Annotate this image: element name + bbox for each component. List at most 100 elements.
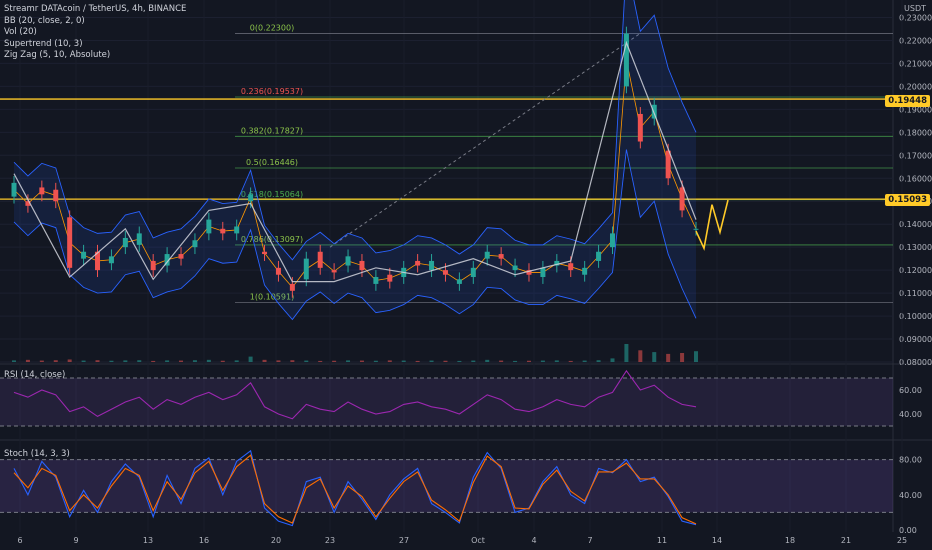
volume-bar — [179, 360, 184, 362]
x-tick-label: 27 — [399, 536, 409, 545]
x-tick-label: Oct — [471, 536, 485, 545]
candle-body — [540, 267, 546, 278]
y-tick-label: 0.23000 — [899, 13, 932, 22]
fib-level-label: 0.5(0.16446) — [246, 158, 298, 167]
indicator-bb[interactable]: BB (20, close, 2, 0) — [4, 15, 85, 26]
volume-bar — [373, 360, 378, 362]
x-tick-label: 23 — [325, 536, 335, 545]
candle-body — [456, 279, 462, 284]
candle-body — [275, 267, 281, 275]
candle-body — [234, 226, 240, 234]
rsi-pane-label[interactable]: RSI (14, close) — [4, 370, 66, 380]
volume-bar — [39, 360, 44, 362]
fib-level-label: 0.236(0.19537) — [241, 87, 303, 96]
bollinger-lower — [13, 149, 697, 321]
volume-bar — [109, 360, 114, 362]
volume-bar — [638, 350, 643, 362]
volume-bar — [220, 360, 225, 362]
candle-body — [150, 260, 156, 271]
x-tick-label: 13 — [143, 536, 153, 545]
candle-body — [582, 267, 588, 275]
volume-bar — [234, 360, 239, 362]
volume-bar — [95, 360, 100, 362]
volume-bar — [568, 360, 573, 362]
candle-body — [11, 182, 17, 197]
rsi-tick-label: 40.00 — [899, 410, 922, 419]
price-tag-middle: 0.15093 — [885, 194, 930, 206]
y-tick-label: 0.11000 — [899, 289, 932, 298]
volume-bar — [123, 360, 128, 362]
y-tick-label: 0.16000 — [899, 174, 932, 183]
candle-body — [359, 260, 365, 271]
x-tick-label: 14 — [712, 536, 722, 545]
volume-bar — [596, 360, 601, 362]
candle-body — [429, 260, 435, 271]
fib-level-label: 0.786(0.13097) — [241, 235, 303, 244]
candle-body — [206, 219, 212, 234]
candle-body — [484, 251, 490, 259]
volume-bar — [346, 360, 351, 362]
x-tick-label: 6 — [17, 536, 22, 545]
indicator-supertrend[interactable]: Supertrend (10, 3) — [4, 38, 83, 49]
candle-body — [317, 251, 323, 268]
candle-body — [248, 194, 254, 202]
volume-bar — [443, 360, 448, 362]
volume-bar — [262, 359, 267, 362]
volume-bar — [401, 360, 406, 362]
stoch-pane-label[interactable]: Stoch (14, 3, 3) — [4, 449, 70, 459]
bollinger-upper — [13, 0, 697, 261]
stoch-d-line — [13, 454, 697, 525]
candle-body — [498, 254, 504, 259]
y-tick-label: 0.22000 — [899, 36, 932, 45]
candle-body — [262, 251, 268, 255]
candle-body — [442, 270, 448, 275]
candle-body — [665, 150, 671, 179]
volume-bar — [12, 360, 16, 362]
y-tick-label: 0.19000 — [899, 105, 932, 114]
volume-bar — [53, 360, 58, 362]
y-tick-label: 0.14000 — [899, 220, 932, 229]
candle-body — [387, 274, 393, 282]
volume-bar — [25, 359, 30, 362]
indicator-zigzag[interactable]: Zig Zag (5, 10, Absolute) — [4, 50, 111, 60]
candle-body — [25, 201, 31, 206]
rsi-band-fill — [0, 378, 893, 426]
candle-body — [526, 270, 532, 275]
volume-bar — [652, 352, 657, 362]
x-tick-label: 16 — [199, 536, 209, 545]
stoch-band-fill — [0, 459, 893, 513]
volume-bar — [137, 360, 142, 362]
volume-bar — [582, 360, 587, 362]
volume-bar — [290, 360, 295, 362]
volume-bar — [276, 360, 281, 362]
volume-bar — [165, 360, 170, 362]
price-unit: USDT — [904, 4, 926, 13]
candle-body — [596, 251, 602, 261]
x-tick-label: 18 — [785, 536, 795, 545]
candle-body — [623, 33, 629, 87]
fib-level-label: 0.618(0.15064) — [241, 190, 303, 199]
x-tick-label: 9 — [73, 536, 78, 545]
stoch-tick-label: 80.00 — [899, 456, 922, 465]
indicator-volume[interactable]: Vol (20) — [4, 27, 37, 37]
candle-body — [637, 113, 643, 142]
volume-bar — [318, 360, 323, 362]
candle-body — [568, 263, 574, 271]
y-tick-label: 0.18000 — [899, 128, 932, 137]
candle-body — [554, 260, 560, 266]
symbol-title[interactable]: Streamr DATAcoin / TetherUS, 4h, BINANCE — [4, 4, 187, 14]
price-tag-upper: 0.19448 — [885, 95, 930, 107]
candle-body — [164, 254, 170, 266]
candle-body — [53, 189, 59, 202]
y-tick-label: 0.17000 — [899, 151, 932, 160]
candle-body — [609, 233, 615, 248]
zigzag-line — [13, 40, 697, 283]
x-tick-label: 11 — [657, 536, 667, 545]
y-tick-label: 0.10000 — [899, 312, 932, 321]
volume-bar — [540, 360, 545, 362]
y-tick-label: 0.21000 — [899, 59, 932, 68]
rsi-line — [13, 369, 697, 420]
volume-bar — [192, 360, 197, 362]
candle-body — [679, 187, 685, 211]
